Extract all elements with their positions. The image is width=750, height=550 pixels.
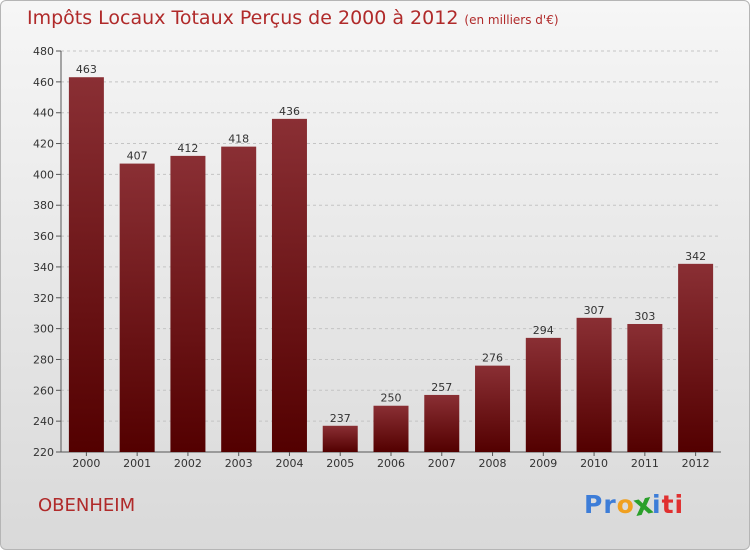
- y-tick-label: 300: [33, 323, 54, 336]
- bar-value-label: 303: [634, 310, 655, 323]
- y-tick-label: 260: [33, 384, 54, 397]
- y-tick-label: 280: [33, 353, 54, 366]
- x-tick-label: 2008: [479, 457, 507, 470]
- bar-value-label: 407: [127, 150, 148, 163]
- bar-2001: [119, 163, 155, 453]
- x-tick-label: 2002: [174, 457, 202, 470]
- title-main: Impôts Locaux Totaux Perçus de 2000 à 20…: [27, 7, 459, 29]
- bar-value-label: 412: [177, 142, 198, 155]
- x-tick-label: 2006: [377, 457, 405, 470]
- bar-2005: [322, 425, 358, 452]
- bar-value-label: 342: [685, 250, 706, 263]
- y-tick-label: 220: [33, 446, 54, 459]
- bars: 463 407 412 418 436 237 250 257 276 294 307 303 342: [68, 63, 714, 453]
- x-tick-label: 2010: [580, 457, 608, 470]
- x-tick-label: 2005: [326, 457, 354, 470]
- bar-2011: [627, 323, 663, 452]
- bar-2006: [373, 405, 409, 452]
- x-tick-label: 2009: [529, 457, 557, 470]
- x-tick-label: 2011: [631, 457, 659, 470]
- logo-letter: r: [603, 490, 617, 519]
- y-tick-label: 340: [33, 261, 54, 274]
- bar-2009: [525, 337, 561, 452]
- logo-letter: P: [584, 490, 604, 519]
- x-tick-label: 2001: [123, 457, 151, 470]
- y-tick-label: 400: [33, 168, 54, 181]
- bar-value-label: 463: [76, 63, 97, 76]
- bar-2000: [68, 77, 104, 452]
- x-tick-label: 2004: [275, 457, 303, 470]
- bar-value-label: 436: [279, 105, 300, 118]
- bar-2002: [170, 155, 206, 452]
- bar-2012: [678, 263, 714, 452]
- bar-2004: [271, 118, 307, 452]
- x-tick-label: 2000: [72, 457, 100, 470]
- y-tick-label: 420: [33, 138, 54, 151]
- title-subtitle: (en milliers d'€): [464, 13, 559, 27]
- bar-value-label: 307: [584, 304, 605, 317]
- chart-title: Impôts Locaux Totaux Perçus de 2000 à 20…: [27, 7, 559, 29]
- bar-2007: [424, 394, 460, 452]
- y-tick-label: 240: [33, 415, 54, 428]
- y-tick-label: 440: [33, 107, 54, 120]
- logo-letter: i: [674, 490, 685, 519]
- proxiti-logo: Proxiti: [584, 486, 685, 523]
- logo-letter: i: [652, 490, 662, 519]
- y-tick-label: 480: [33, 45, 54, 58]
- bar-value-label: 250: [381, 392, 402, 405]
- commune-name: OBENHEIM: [38, 495, 136, 516]
- bar-value-label: 294: [533, 324, 554, 337]
- bar-value-label: 418: [228, 133, 249, 146]
- axes: 220 240 260 280 300 320 340 360 380 400 420 440 460 4…: [33, 45, 721, 470]
- y-tick-label: 380: [33, 199, 54, 212]
- x-tick-label: 2012: [682, 457, 710, 470]
- logo-letter: t: [661, 490, 675, 519]
- y-tick-label: 460: [33, 76, 54, 89]
- bar-2010: [576, 317, 612, 452]
- bar-value-label: 257: [431, 381, 452, 394]
- x-tick-label: 2003: [225, 457, 253, 470]
- y-tick-label: 320: [33, 292, 54, 305]
- bar-value-label: 237: [330, 412, 351, 425]
- bar-2008: [475, 365, 511, 452]
- x-tick-label: 2007: [428, 457, 456, 470]
- bar-2003: [221, 146, 257, 452]
- logo-letter: o: [616, 490, 635, 519]
- bar-value-label: 276: [482, 352, 503, 365]
- y-tick-label: 360: [33, 230, 54, 243]
